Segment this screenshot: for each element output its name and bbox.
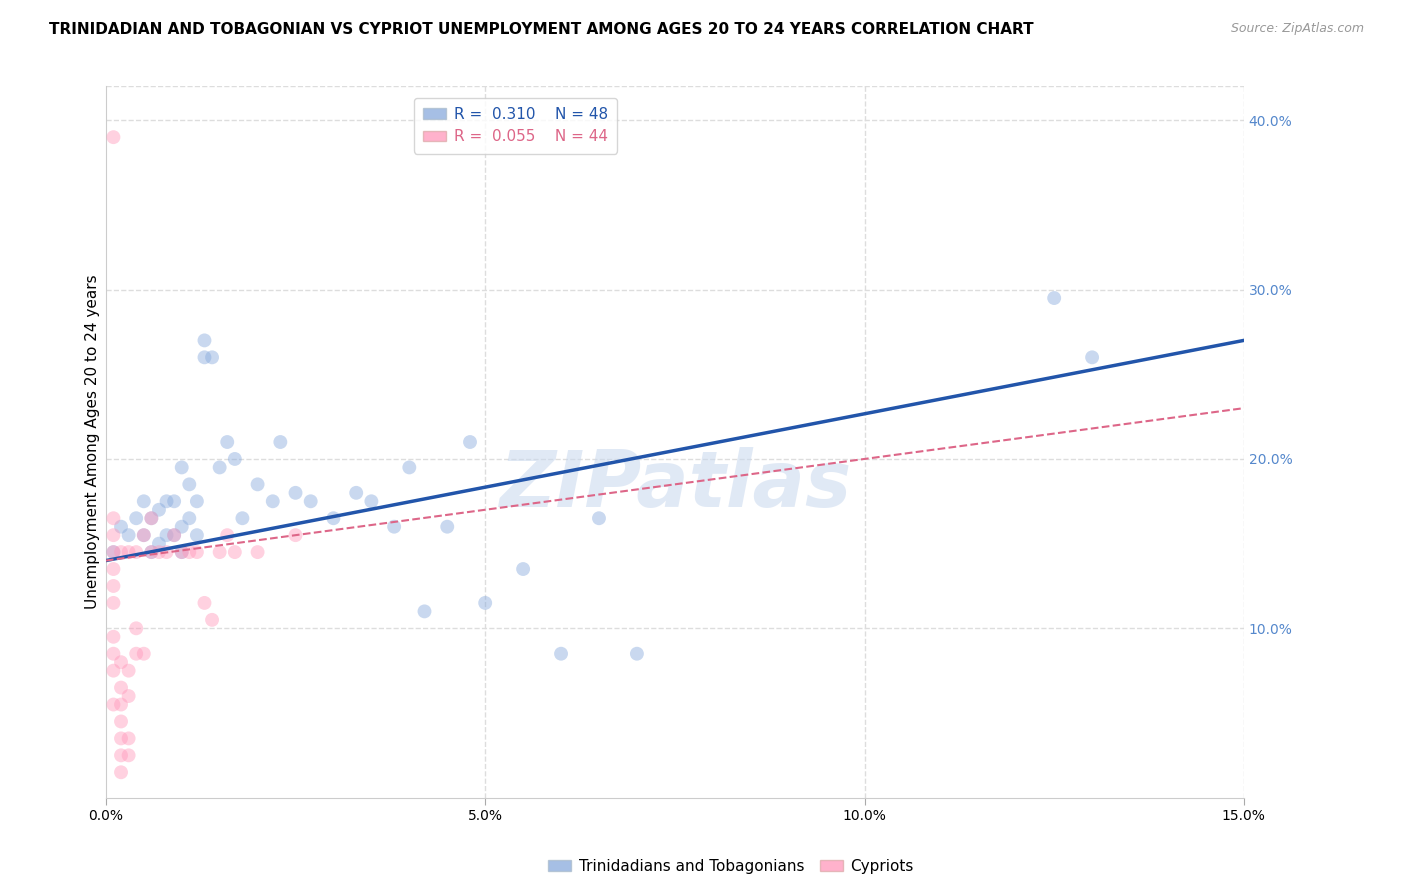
Point — [344, 485, 367, 500]
Point — [148, 536, 170, 550]
Point — [117, 664, 139, 678]
Point — [179, 545, 201, 559]
Point — [474, 596, 496, 610]
Point — [125, 545, 148, 559]
Point — [186, 494, 208, 508]
Point — [1043, 291, 1066, 305]
Point — [201, 613, 224, 627]
Point — [132, 494, 155, 508]
Point — [110, 765, 132, 780]
Point — [163, 528, 186, 542]
Point — [626, 647, 648, 661]
Point — [170, 545, 193, 559]
Point — [125, 511, 148, 525]
Point — [231, 511, 253, 525]
Point — [125, 647, 148, 661]
Point — [179, 477, 201, 491]
Point — [103, 698, 125, 712]
Point — [262, 494, 284, 508]
Point — [103, 130, 125, 145]
Point — [193, 334, 215, 348]
Point — [382, 519, 405, 533]
Point — [110, 681, 132, 695]
Point — [208, 460, 231, 475]
Point — [110, 714, 132, 729]
Point — [170, 519, 193, 533]
Point — [132, 528, 155, 542]
Point — [103, 664, 125, 678]
Point — [284, 485, 307, 500]
Point — [103, 647, 125, 661]
Text: ZIPatlas: ZIPatlas — [499, 447, 851, 523]
Point — [117, 731, 139, 746]
Point — [550, 647, 572, 661]
Point — [103, 545, 125, 559]
Point — [117, 748, 139, 763]
Point — [436, 519, 458, 533]
Point — [224, 545, 246, 559]
Point — [103, 630, 125, 644]
Point — [117, 528, 139, 542]
Point — [170, 460, 193, 475]
Point — [141, 545, 163, 559]
Point — [155, 545, 177, 559]
Point — [163, 494, 186, 508]
Point — [155, 528, 177, 542]
Text: TRINIDADIAN AND TOBAGONIAN VS CYPRIOT UNEMPLOYMENT AMONG AGES 20 TO 24 YEARS COR: TRINIDADIAN AND TOBAGONIAN VS CYPRIOT UN… — [49, 22, 1033, 37]
Point — [141, 511, 163, 525]
Point — [110, 748, 132, 763]
Legend: Trinidadians and Tobagonians, Cypriots: Trinidadians and Tobagonians, Cypriots — [543, 853, 920, 880]
Point — [163, 528, 186, 542]
Point — [186, 545, 208, 559]
Point — [103, 562, 125, 576]
Point — [193, 351, 215, 365]
Point — [299, 494, 322, 508]
Point — [103, 511, 125, 525]
Point — [217, 528, 239, 542]
Point — [155, 494, 177, 508]
Point — [110, 731, 132, 746]
Point — [125, 621, 148, 635]
Point — [141, 545, 163, 559]
Point — [141, 511, 163, 525]
Point — [201, 351, 224, 365]
Point — [117, 545, 139, 559]
Legend: R =  0.310    N = 48, R =  0.055    N = 44: R = 0.310 N = 48, R = 0.055 N = 44 — [413, 97, 617, 153]
Point — [186, 528, 208, 542]
Point — [110, 655, 132, 669]
Point — [284, 528, 307, 542]
Point — [170, 545, 193, 559]
Point — [148, 502, 170, 516]
Point — [110, 545, 132, 559]
Point — [360, 494, 382, 508]
Point — [1081, 351, 1104, 365]
Point — [132, 528, 155, 542]
Point — [413, 604, 436, 618]
Point — [132, 647, 155, 661]
Point — [588, 511, 610, 525]
Point — [103, 545, 125, 559]
Point — [246, 477, 269, 491]
Point — [110, 698, 132, 712]
Point — [193, 596, 215, 610]
Point — [103, 579, 125, 593]
Point — [512, 562, 534, 576]
Point — [246, 545, 269, 559]
Point — [103, 528, 125, 542]
Point — [458, 435, 481, 450]
Point — [179, 511, 201, 525]
Point — [208, 545, 231, 559]
Point — [269, 435, 291, 450]
Text: Source: ZipAtlas.com: Source: ZipAtlas.com — [1230, 22, 1364, 36]
Point — [224, 452, 246, 467]
Point — [103, 596, 125, 610]
Y-axis label: Unemployment Among Ages 20 to 24 years: Unemployment Among Ages 20 to 24 years — [86, 275, 100, 609]
Point — [398, 460, 420, 475]
Point — [322, 511, 344, 525]
Point — [117, 689, 139, 703]
Point — [148, 545, 170, 559]
Point — [217, 435, 239, 450]
Point — [110, 519, 132, 533]
